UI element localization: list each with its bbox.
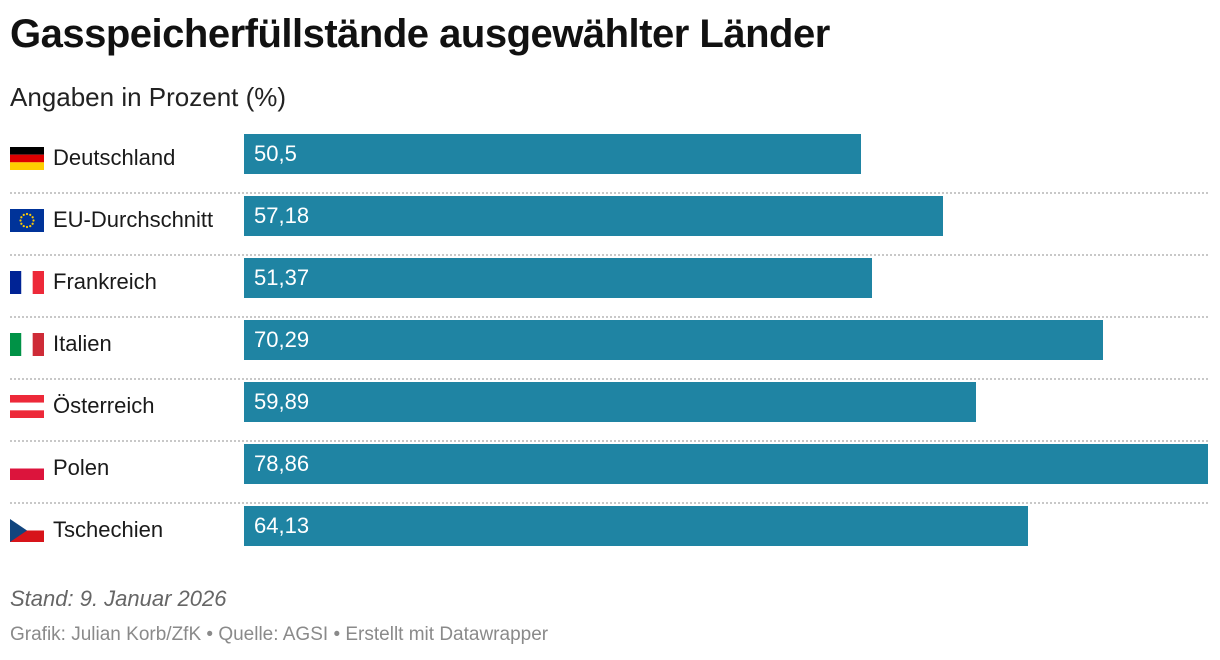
italy-flag-icon <box>10 332 44 356</box>
value-label-polen: 78,86 <box>254 451 310 476</box>
bar-eu-durchschnitt <box>244 196 943 236</box>
france-flag-icon <box>10 270 44 294</box>
bar-italien <box>244 320 1103 360</box>
bar-tschechien <box>244 506 1028 546</box>
bar-chart: Deutschland 50,5 <box>0 132 1220 552</box>
row-divider <box>10 502 1208 504</box>
category-label-frankreich: Frankreich <box>53 269 157 294</box>
value-label-italien: 70,29 <box>254 327 310 352</box>
chart-subtitle: Angaben in Prozent (%) <box>10 82 287 112</box>
row-divider <box>10 440 1208 442</box>
row-divider <box>10 254 1208 256</box>
chart-row-eu-durchschnitt: EU-Durchschnitt 57,18 <box>0 194 1220 256</box>
value-label-deutschland: 50,5 <box>254 141 297 166</box>
czechia-flag-icon <box>10 518 44 542</box>
austria-flag-icon <box>10 394 44 418</box>
chart-row-italien: Italien 70,29 <box>0 318 1220 380</box>
poland-flag-icon <box>10 456 44 480</box>
bar-frankreich <box>244 258 872 298</box>
germany-flag-icon <box>10 146 44 170</box>
row-divider <box>10 192 1208 194</box>
category-label-italien: Italien <box>53 331 112 356</box>
chart-row-frankreich: Frankreich 51,37 <box>0 256 1220 318</box>
chart-title: Gasspeicherfüllstände ausgewählter Lände… <box>10 12 830 56</box>
footer-date: Stand: 9. Januar 2026 <box>10 586 227 611</box>
category-label-eu-durchschnitt: EU-Durchschnitt <box>53 207 214 232</box>
chart-row-oesterreich: Österreich 59,89 <box>0 380 1220 442</box>
chart-row-deutschland: Deutschland 50,5 <box>0 132 1220 194</box>
chart-row-polen: Polen 78,86 <box>0 442 1220 504</box>
bar-deutschland <box>244 134 861 174</box>
value-label-eu-durchschnitt: 57,18 <box>254 203 310 228</box>
footer-credit: Grafik: Julian Korb/ZfK • Quelle: AGSI •… <box>10 624 549 645</box>
row-divider <box>10 378 1208 380</box>
value-label-oesterreich: 59,89 <box>254 389 310 414</box>
category-label-oesterreich: Österreich <box>53 393 155 418</box>
category-label-deutschland: Deutschland <box>53 145 176 170</box>
chart-row-tschechien: Tschechien 64,13 <box>0 504 1220 566</box>
bar-polen <box>244 444 1208 484</box>
row-divider <box>10 316 1208 318</box>
bar-oesterreich <box>244 382 976 422</box>
category-label-tschechien: Tschechien <box>53 517 164 542</box>
value-label-tschechien: 64,13 <box>254 513 310 538</box>
category-label-polen: Polen <box>53 455 110 480</box>
eu-flag-icon <box>10 208 44 232</box>
value-label-frankreich: 51,37 <box>254 265 310 290</box>
